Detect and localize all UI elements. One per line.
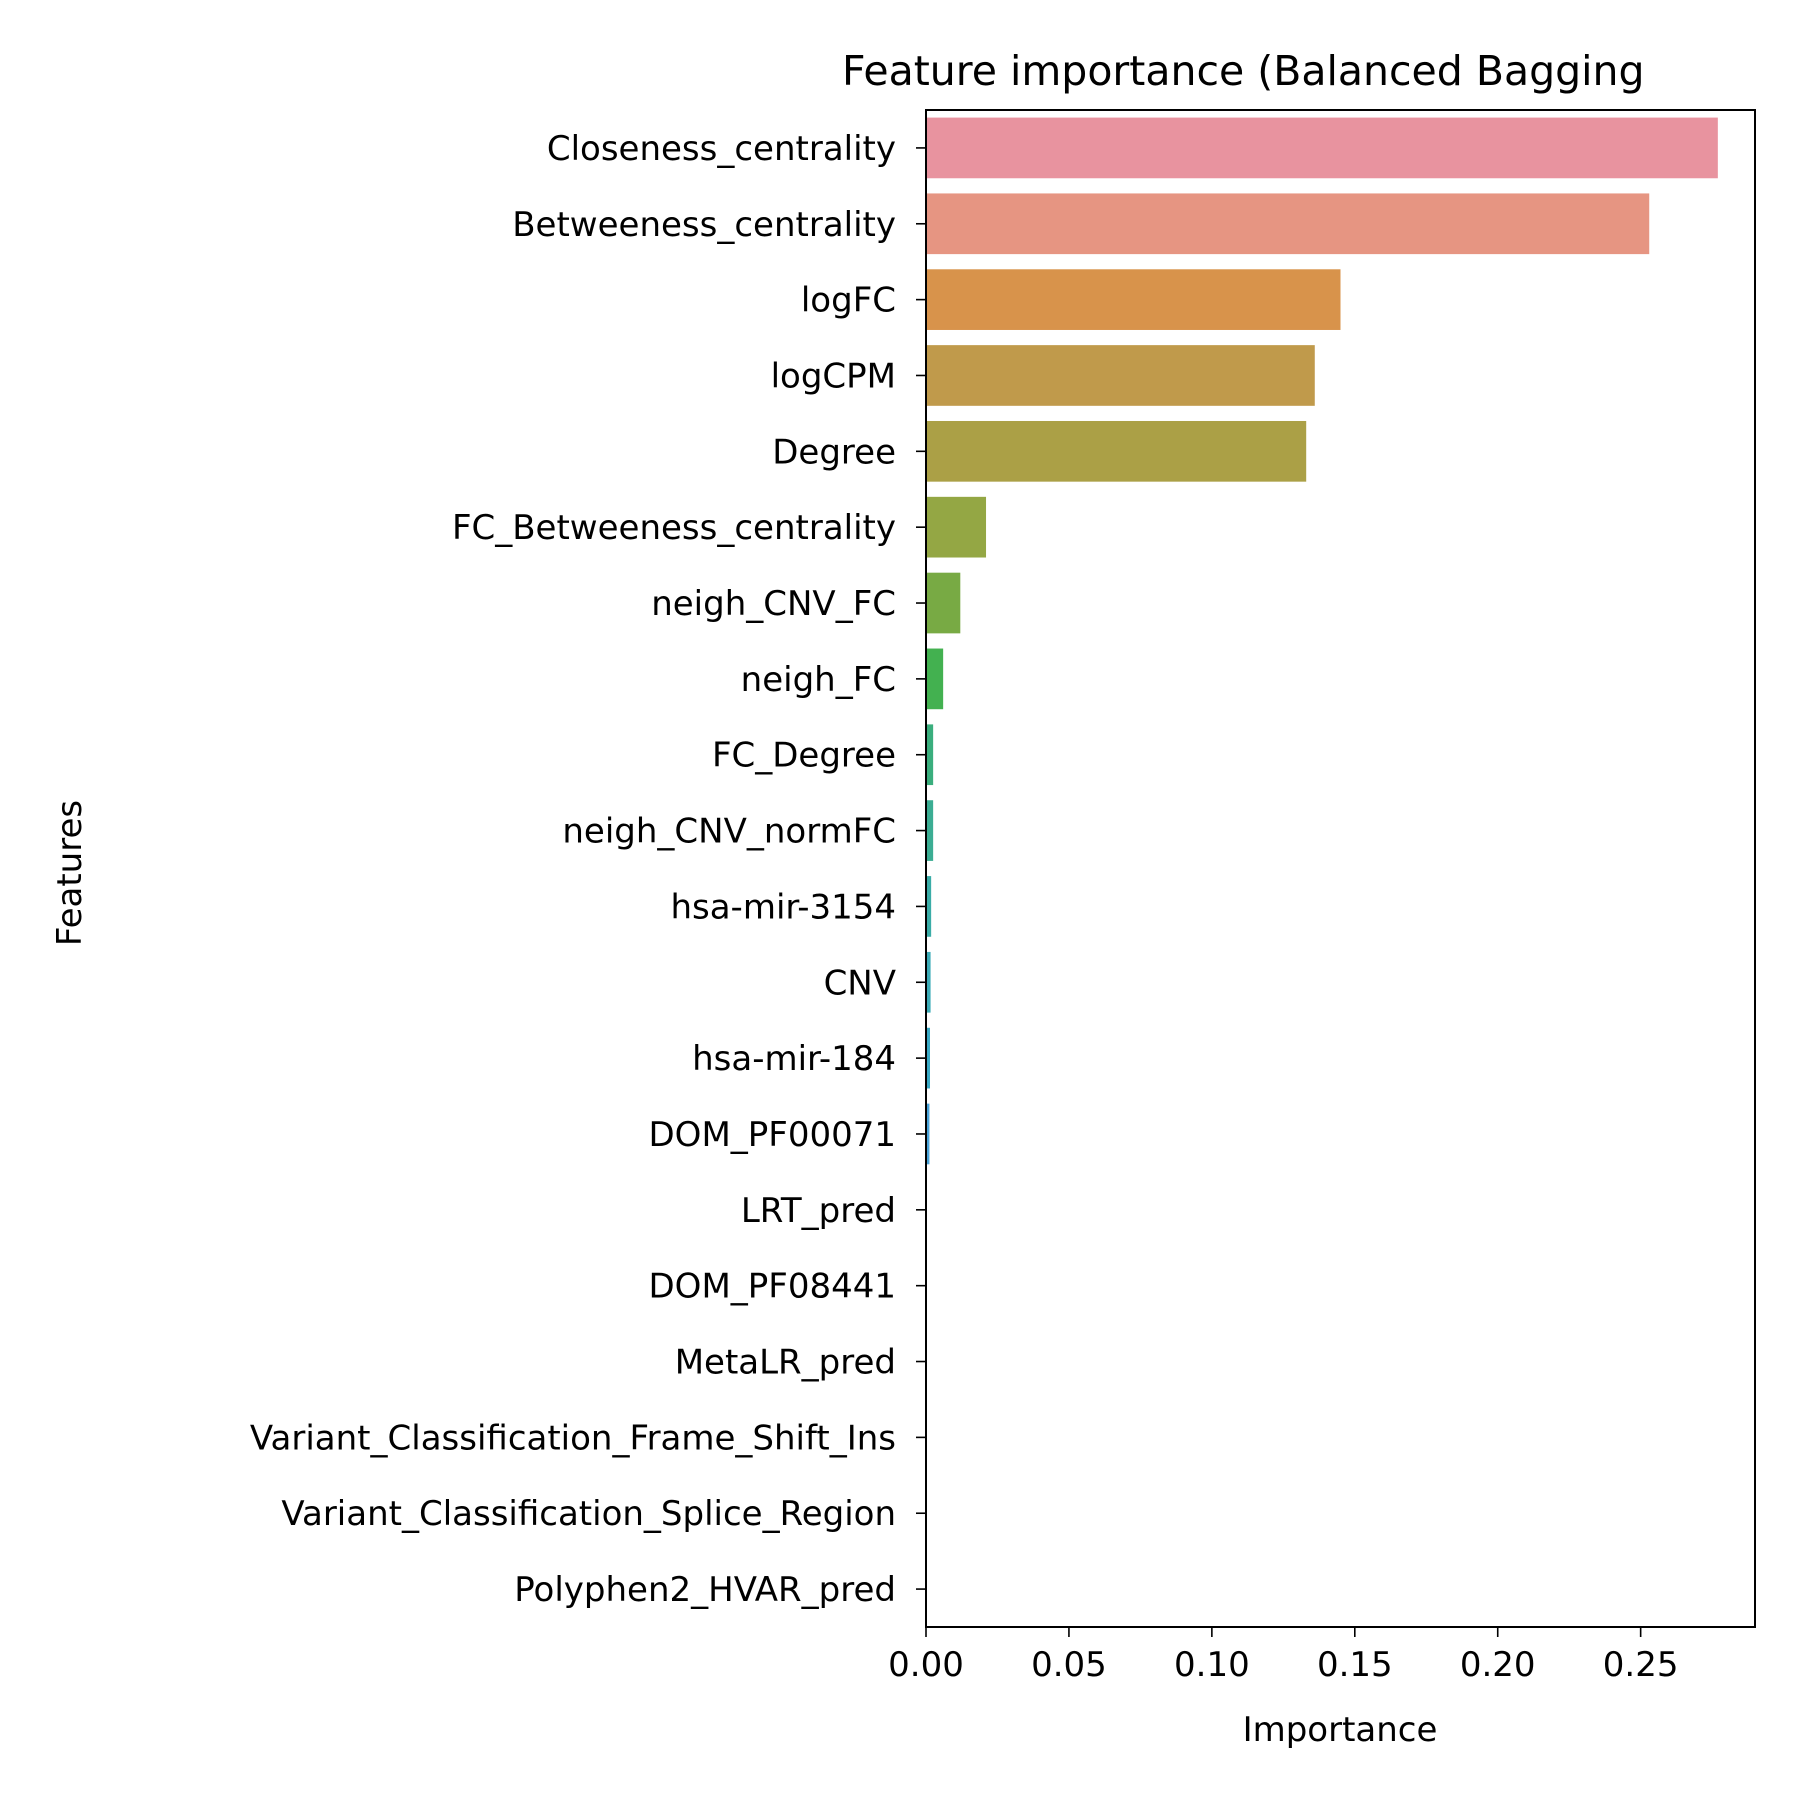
bar-FC_Degree bbox=[926, 724, 934, 786]
x-tick-label: 0.10 bbox=[1174, 1645, 1250, 1685]
y-tick-label: Betweeness_centrality bbox=[512, 205, 896, 245]
y-tick-label: DOM_PF00071 bbox=[649, 1115, 897, 1155]
bar-Degree bbox=[926, 420, 1307, 482]
y-tick-label: Degree bbox=[772, 432, 896, 472]
y-tick-label: FC_Degree bbox=[712, 736, 896, 776]
bar-logCPM bbox=[926, 345, 1315, 406]
y-tick-label: MetaLR_pred bbox=[675, 1343, 896, 1383]
x-tick-label: 0.00 bbox=[888, 1645, 964, 1685]
x-tick-label: 0.05 bbox=[1031, 1645, 1107, 1685]
bar-logFC bbox=[926, 269, 1341, 330]
bar-Betweeness_centrality bbox=[926, 193, 1650, 255]
bar-hsa-mir-184 bbox=[926, 1027, 931, 1089]
y-tick-label: neigh_CNV_FC bbox=[651, 584, 896, 624]
y-tick-label: FC_Betweeness_centrality bbox=[452, 508, 896, 548]
x-tick-label: 0.15 bbox=[1317, 1645, 1393, 1685]
bar-hsa-mir-3154 bbox=[926, 876, 932, 937]
x-tick-label: 0.25 bbox=[1603, 1645, 1679, 1685]
bar-DOM_PF00071 bbox=[926, 1103, 930, 1165]
plot-area-frame bbox=[925, 109, 1756, 1628]
chart-title: Feature importance (Balanced Bagging bbox=[842, 47, 1645, 95]
y-tick-label: hsa-mir-184 bbox=[692, 1039, 896, 1079]
bar-neigh_CNV_FC bbox=[926, 572, 961, 634]
y-tick-label: Variant_Classification_Frame_Shift_Ins bbox=[250, 1418, 896, 1458]
y-tick-label: Polyphen2_HVAR_pred bbox=[514, 1570, 896, 1610]
x-axis-ticks: 0.00 0.05 0.10 0.15 0.20 0.25 bbox=[888, 1627, 1679, 1685]
bar-Closeness_centrality bbox=[926, 117, 1718, 179]
y-tick-label: Variant_Classification_Splice_Region bbox=[281, 1494, 896, 1534]
y-tick-label: logFC bbox=[801, 281, 896, 321]
y-tick-label: neigh_FC bbox=[741, 660, 896, 700]
y-tick-label: DOM_PF08441 bbox=[649, 1267, 897, 1307]
y-tick-label: LRT_pred bbox=[741, 1191, 896, 1231]
bar-FC_Betweeness_centrality bbox=[926, 496, 987, 558]
x-tick-label: 0.20 bbox=[1460, 1645, 1536, 1685]
y-axis-ticks: Closeness_centrality Betweeness_centralit… bbox=[250, 129, 926, 1610]
x-axis-label: Importance bbox=[1243, 1710, 1438, 1750]
y-tick-label: Closeness_centrality bbox=[547, 129, 896, 169]
y-axis-label: Features bbox=[50, 800, 90, 946]
bar-neigh_CNV_normFC bbox=[926, 800, 934, 861]
y-tick-label: logCPM bbox=[771, 356, 896, 396]
y-tick-label: hsa-mir-3154 bbox=[670, 887, 896, 927]
bars-group bbox=[926, 117, 1718, 1165]
bar-CNV bbox=[926, 951, 931, 1013]
bar-neigh_FC bbox=[926, 648, 944, 710]
y-tick-label: CNV bbox=[824, 963, 896, 1003]
y-tick-label: neigh_CNV_normFC bbox=[562, 812, 896, 852]
